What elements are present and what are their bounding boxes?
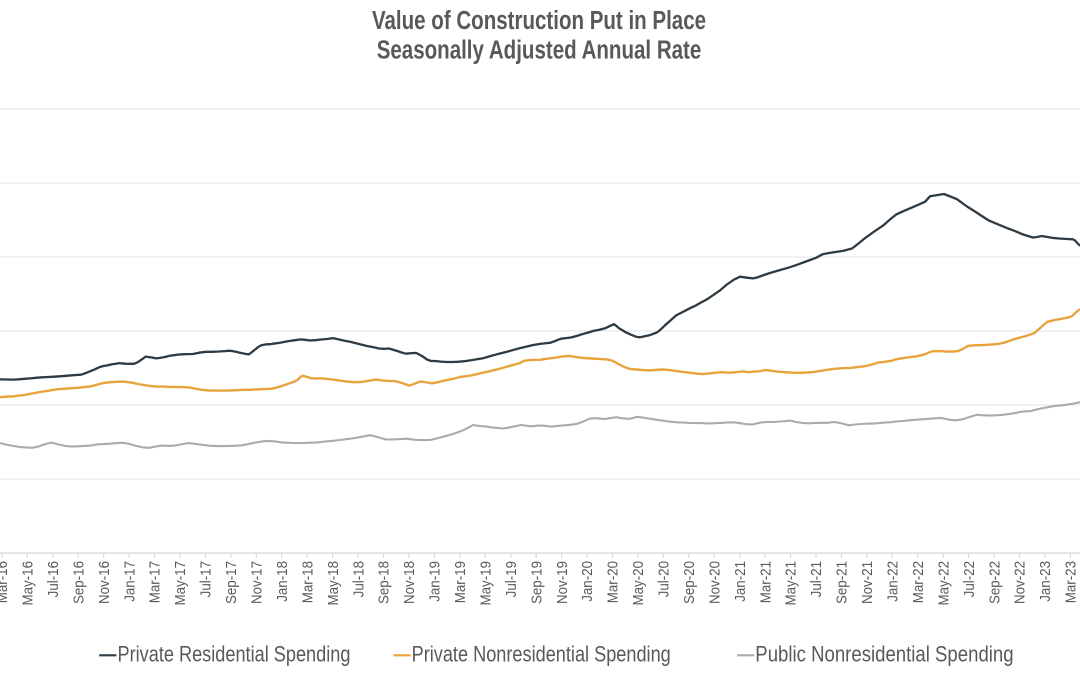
svg-text:Jul-19: Jul-19 xyxy=(503,561,520,597)
svg-text:Mar-18: Mar-18 xyxy=(300,561,317,603)
svg-text:Sep-17: Sep-17 xyxy=(223,561,240,604)
svg-text:Jan-22: Jan-22 xyxy=(885,561,902,602)
svg-text:Seasonally Adjusted Annual Rat: Seasonally Adjusted Annual Rate xyxy=(377,35,702,64)
svg-text:Value of Construction Put in P: Value of Construction Put in Place xyxy=(372,6,706,35)
svg-text:Sep-21: Sep-21 xyxy=(834,561,851,604)
svg-text:May-19: May-19 xyxy=(478,561,495,606)
svg-text:Sep-22: Sep-22 xyxy=(987,561,1004,604)
svg-text:Mar-20: Mar-20 xyxy=(605,561,622,603)
svg-text:May-16: May-16 xyxy=(20,561,37,606)
svg-text:Jan-20: Jan-20 xyxy=(580,561,597,602)
svg-text:Mar-16: Mar-16 xyxy=(0,561,11,603)
svg-text:Sep-20: Sep-20 xyxy=(681,561,698,604)
svg-text:Nov-21: Nov-21 xyxy=(859,561,876,604)
svg-text:Jan-17: Jan-17 xyxy=(122,561,139,602)
svg-text:Public Nonresidential Spending: Public Nonresidential Spending xyxy=(755,643,1013,667)
svg-text:Mar-21: Mar-21 xyxy=(758,561,775,603)
svg-text:Jan-23: Jan-23 xyxy=(1037,561,1054,602)
svg-text:Jul-17: Jul-17 xyxy=(198,561,215,597)
svg-text:Nov-19: Nov-19 xyxy=(554,561,571,604)
svg-text:May-20: May-20 xyxy=(630,561,647,606)
svg-text:Nov-22: Nov-22 xyxy=(1012,561,1029,604)
svg-text:May-18: May-18 xyxy=(325,561,342,606)
svg-text:May-22: May-22 xyxy=(936,561,953,606)
svg-text:Nov-18: Nov-18 xyxy=(401,561,418,604)
svg-text:Jan-19: Jan-19 xyxy=(427,561,444,602)
svg-text:Mar-17: Mar-17 xyxy=(147,561,164,603)
svg-text:Mar-22: Mar-22 xyxy=(910,561,927,603)
svg-text:Mar-19: Mar-19 xyxy=(452,561,469,603)
svg-text:Sep-18: Sep-18 xyxy=(376,561,393,604)
svg-text:Sep-19: Sep-19 xyxy=(529,561,546,604)
svg-text:Jul-16: Jul-16 xyxy=(45,561,62,597)
svg-text:Jan-21: Jan-21 xyxy=(732,561,749,602)
svg-text:Private Nonresidential Spendin: Private Nonresidential Spending xyxy=(412,643,671,667)
svg-text:May-21: May-21 xyxy=(783,561,800,606)
svg-text:Nov-16: Nov-16 xyxy=(96,561,113,604)
svg-text:Jul-20: Jul-20 xyxy=(656,561,673,597)
svg-text:May-17: May-17 xyxy=(173,561,190,606)
svg-text:Nov-20: Nov-20 xyxy=(707,561,724,604)
svg-text:Sep-16: Sep-16 xyxy=(71,561,88,604)
svg-text:Jul-22: Jul-22 xyxy=(961,561,978,597)
svg-text:Jul-21: Jul-21 xyxy=(809,561,826,597)
svg-text:Jul-18: Jul-18 xyxy=(351,561,368,597)
svg-text:Nov-17: Nov-17 xyxy=(249,561,266,604)
svg-text:Mar-23: Mar-23 xyxy=(1063,561,1080,603)
svg-text:Jan-18: Jan-18 xyxy=(274,561,291,602)
svg-text:Private Residential Spending: Private Residential Spending xyxy=(118,643,351,667)
